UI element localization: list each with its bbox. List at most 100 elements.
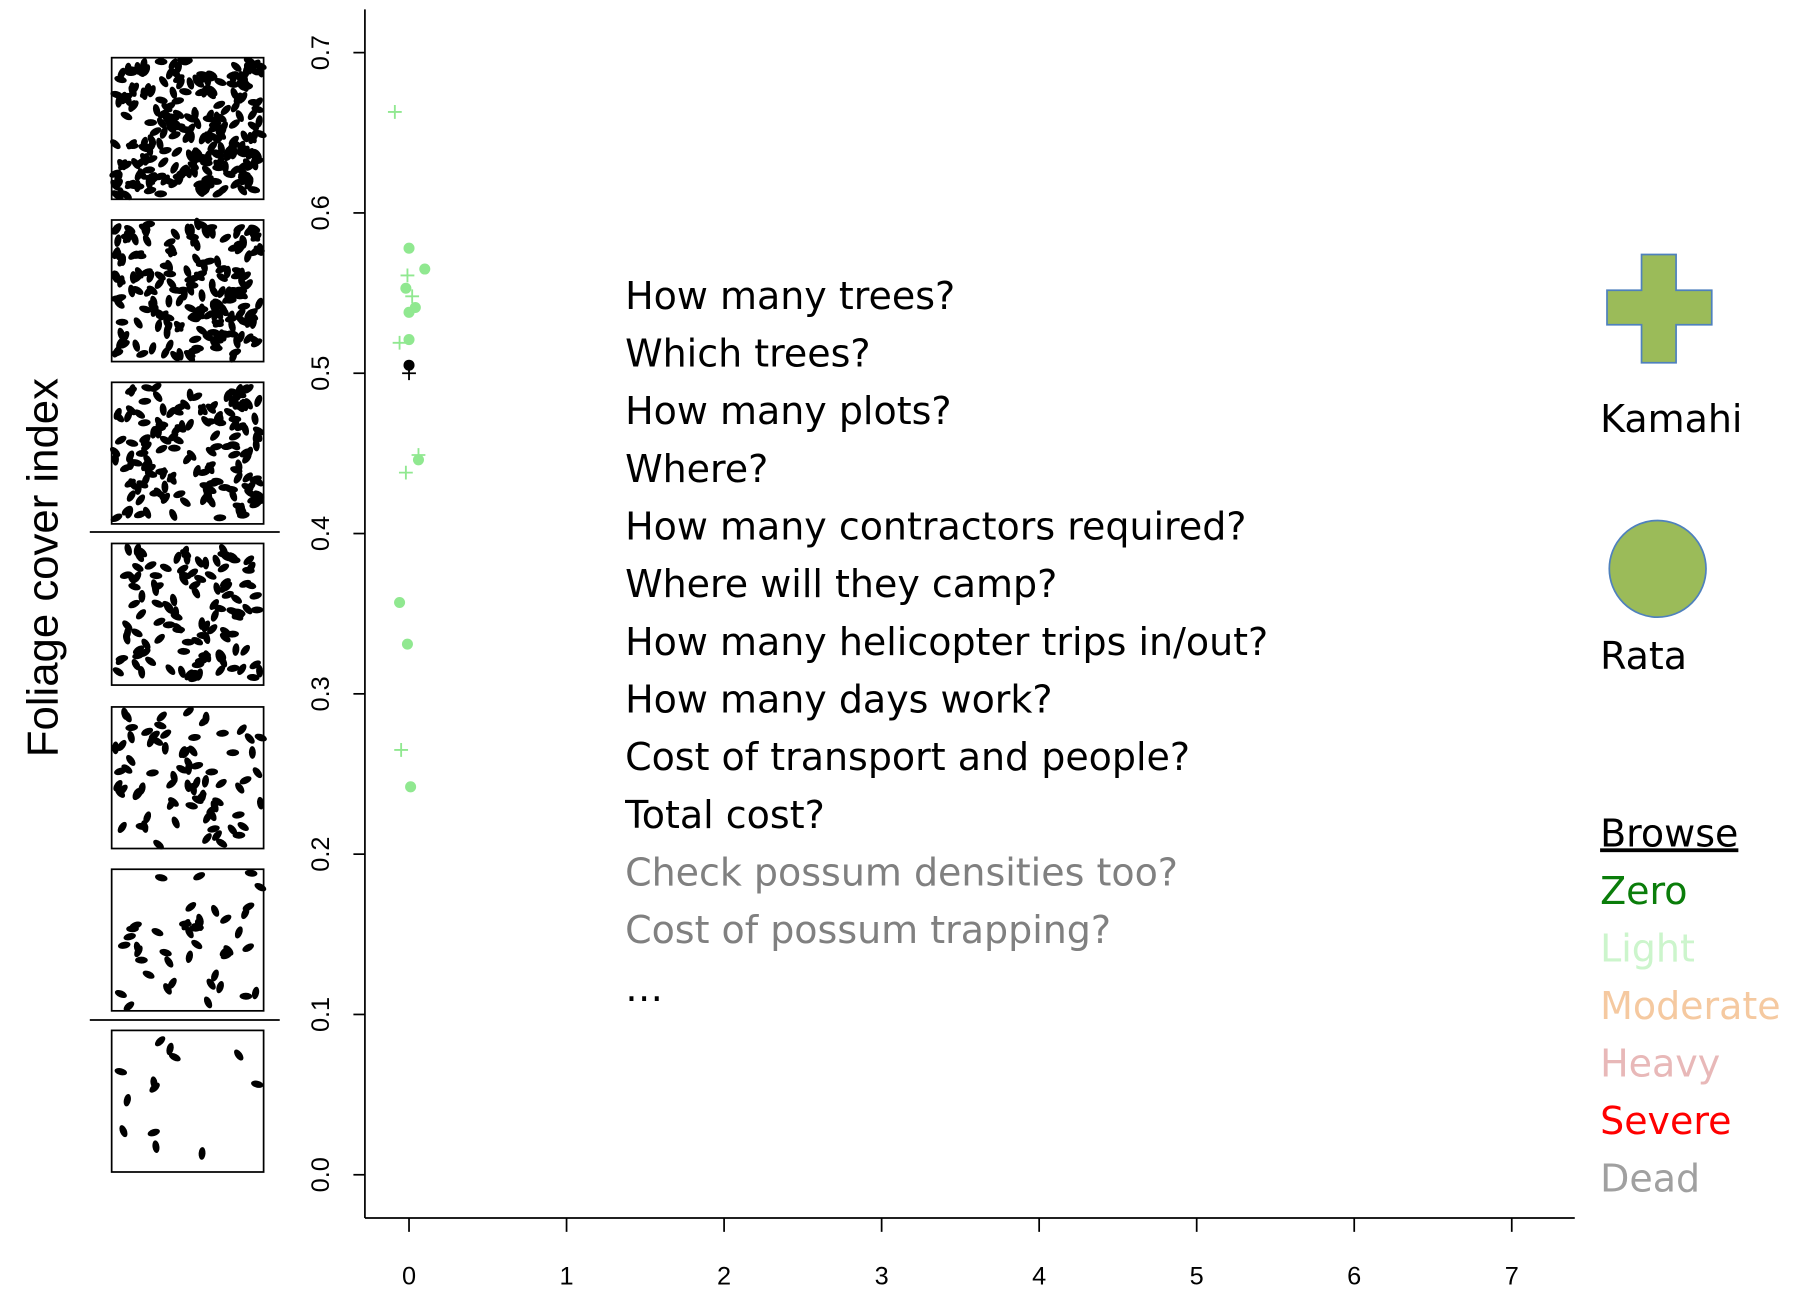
foliage-blob: [183, 552, 191, 565]
foliage-blob: [123, 1093, 131, 1107]
foliage-blob: [178, 746, 187, 759]
foliage-blob: [248, 335, 261, 345]
foliage-blob: [117, 784, 128, 795]
browse-level: Zero: [1600, 869, 1687, 913]
foliage-blob: [224, 315, 238, 323]
foliage-blob: [148, 342, 157, 355]
question: Where will they camp?: [625, 562, 1057, 606]
question: How many plots?: [625, 389, 951, 433]
foliage-blob: [121, 764, 133, 774]
foliage-blob: [228, 450, 241, 459]
foliage-blob: [154, 190, 168, 198]
foliage-blob: [178, 126, 192, 134]
foliage-blob: [135, 494, 146, 506]
question: How many trees?: [625, 274, 955, 318]
foliage-blob: [155, 874, 168, 882]
foliage-blob: [207, 825, 220, 833]
foliage-blob: [233, 336, 241, 349]
foliage-blob: [220, 626, 231, 637]
foliage-blob: [124, 179, 136, 190]
foliage-blob: [181, 918, 191, 931]
legend-label: Kamahi: [1600, 397, 1742, 441]
foliage-blob: [240, 644, 251, 656]
foliage-blob: [154, 721, 167, 730]
foliage-blob: [255, 297, 264, 310]
foliage-blob: [160, 729, 172, 739]
foliage-blob: [114, 1068, 127, 1076]
foliage-blob: [181, 638, 195, 646]
foliage-blob: [212, 830, 222, 841]
foliage-blob: [239, 579, 252, 588]
foliage-blob: [173, 623, 184, 634]
foliage-blob: [221, 590, 234, 599]
foliage-blob: [242, 472, 253, 483]
x-tick-label: 7: [1505, 1263, 1519, 1291]
foliage-blob: [184, 304, 197, 313]
foliage-blob: [217, 286, 226, 298]
foliage-blob: [138, 589, 146, 603]
foliage-blob: [117, 739, 127, 751]
foliage-blob: [228, 395, 237, 407]
foliage-blob: [148, 137, 156, 151]
foliage-blob: [196, 791, 207, 802]
foliage-blob: [223, 170, 236, 179]
foliage-blob: [134, 945, 143, 958]
foliage-blob: [205, 768, 219, 776]
foliage-blob: [117, 187, 125, 200]
foliage-blob: [115, 655, 129, 663]
foliage-blob: [166, 471, 177, 483]
foliage-blob: [252, 148, 262, 160]
foliage-blob: [127, 572, 136, 584]
foliage-blob: [133, 317, 143, 329]
foliage-blob: [143, 454, 153, 466]
foliage-blob: [246, 308, 258, 318]
foliage-blob: [141, 441, 152, 452]
question: Check possum densities too?: [625, 851, 1178, 895]
foliage-blob: [166, 278, 177, 289]
browse-level: Heavy: [1600, 1042, 1720, 1086]
foliage-blob: [135, 822, 149, 830]
foliage-blob: [169, 508, 178, 521]
foliage-blob: [237, 184, 248, 196]
x-tick-label: 2: [717, 1263, 731, 1291]
foliage-blob: [183, 706, 194, 717]
foliage-blob: [199, 154, 212, 163]
foliage-blob: [131, 157, 141, 170]
foliage-blob: [132, 285, 144, 295]
foliage-blob: [219, 632, 231, 643]
foliage-blob: [252, 476, 264, 487]
foliage-blob: [240, 398, 249, 412]
foliage-blob: [167, 977, 177, 990]
foliage-blob: [165, 294, 173, 308]
foliage-blob: [201, 775, 209, 788]
foliage-blob: [194, 574, 207, 583]
foliage-blob: [233, 226, 241, 239]
foliage-blob: [249, 660, 261, 670]
foliage-blob: [210, 430, 221, 441]
foliage-blob: [236, 165, 248, 176]
foliage-blob: [201, 165, 213, 176]
point-circle: [412, 454, 425, 466]
foliage-blob: [144, 561, 157, 570]
foliage-blob: [142, 166, 156, 174]
question: Total cost?: [624, 793, 825, 837]
foliage-blob: [142, 506, 152, 519]
foliage-blob: [184, 351, 196, 363]
foliage-blob: [185, 281, 199, 289]
foliage-blob: [201, 226, 210, 239]
foliage-blob: [122, 632, 131, 645]
foliage-blob: [234, 286, 248, 294]
point-plus: [392, 335, 407, 350]
foliage-blob: [160, 174, 170, 186]
foliage-blob: [166, 407, 176, 418]
foliage-blob: [248, 66, 261, 76]
foliage-blob: [244, 488, 256, 498]
foliage-blob: [208, 401, 218, 412]
foliage-blob: [150, 579, 159, 592]
foliage-blob: [134, 61, 142, 75]
foliage-blob: [251, 986, 260, 1000]
foliage-blob: [168, 797, 179, 807]
foliage-blob: [110, 513, 123, 523]
foliage-blob: [248, 746, 256, 759]
foliage-blob: [184, 779, 192, 793]
